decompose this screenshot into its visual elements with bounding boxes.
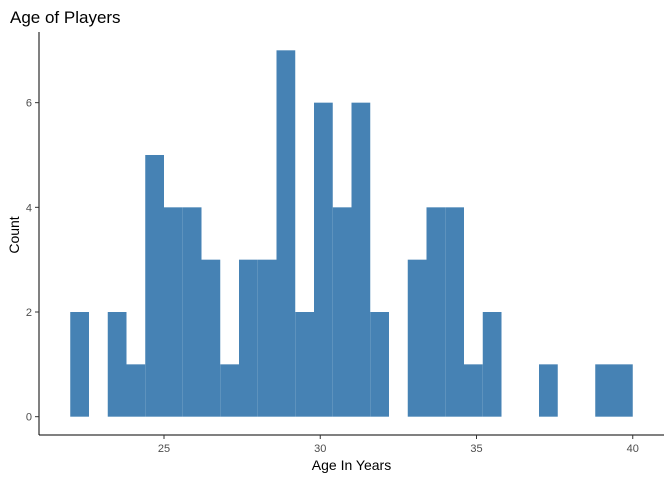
x-tick-label: 40	[627, 443, 639, 455]
y-axis-title: Count	[6, 216, 22, 253]
histogram-bar	[70, 312, 89, 417]
y-tick-label: 6	[26, 98, 32, 110]
histogram-bar	[332, 207, 352, 417]
histogram-bar	[295, 312, 314, 417]
histogram-bar	[164, 207, 183, 417]
histogram-bar	[276, 50, 296, 417]
histogram-bar	[614, 364, 633, 417]
chart-title: Age of Players	[10, 8, 121, 27]
histogram-bar	[107, 312, 127, 417]
x-tick-label: 30	[314, 443, 326, 455]
histogram-bar	[314, 102, 333, 417]
y-tick-label: 0	[26, 412, 32, 424]
histogram-bar	[464, 364, 483, 417]
histogram-bar	[445, 207, 464, 417]
histogram-bar	[126, 364, 146, 417]
histogram-bar	[482, 312, 502, 417]
histogram-bar	[201, 259, 221, 417]
bars-group	[70, 50, 633, 417]
histogram-bar	[407, 259, 427, 417]
x-tick-label: 25	[158, 443, 170, 455]
histogram-bar	[426, 207, 446, 417]
histogram-bar	[257, 259, 277, 417]
y-tick-label: 2	[26, 307, 32, 319]
y-ticks-group: 0 2 4 6	[26, 98, 39, 424]
x-ticks-group: 25 30 35 40	[158, 435, 639, 455]
histogram-bar	[595, 364, 614, 417]
histogram-bar	[539, 364, 558, 417]
histogram-bar	[370, 312, 389, 417]
histogram-bar	[220, 364, 239, 417]
histogram-bar	[351, 102, 371, 417]
y-tick-label: 4	[26, 202, 32, 214]
histogram-bar	[145, 154, 164, 417]
histogram-bar	[182, 207, 202, 417]
x-tick-label: 35	[470, 443, 482, 455]
histogram-bar	[239, 259, 258, 417]
x-axis-title: Age In Years	[312, 457, 391, 473]
